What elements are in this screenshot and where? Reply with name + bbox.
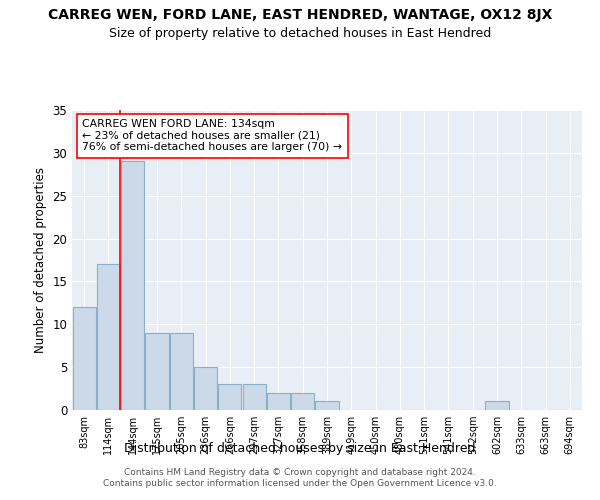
Y-axis label: Number of detached properties: Number of detached properties [34,167,47,353]
Bar [291,393,314,410]
Text: CARREG WEN, FORD LANE, EAST HENDRED, WANTAGE, OX12 8JX: CARREG WEN, FORD LANE, EAST HENDRED, WAN… [48,8,552,22]
Bar [218,384,241,410]
Bar [194,367,217,410]
Bar [242,384,266,410]
Bar [145,333,169,410]
Bar [485,402,509,410]
Text: CARREG WEN FORD LANE: 134sqm
← 23% of detached houses are smaller (21)
76% of se: CARREG WEN FORD LANE: 134sqm ← 23% of de… [82,119,342,152]
Text: Contains HM Land Registry data © Crown copyright and database right 2024.
Contai: Contains HM Land Registry data © Crown c… [103,468,497,487]
Text: Size of property relative to detached houses in East Hendred: Size of property relative to detached ho… [109,28,491,40]
Bar [316,402,338,410]
Bar [97,264,120,410]
Bar [121,162,144,410]
Bar [170,333,193,410]
Text: Distribution of detached houses by size in East Hendred: Distribution of detached houses by size … [124,442,476,455]
Bar [73,307,95,410]
Bar [267,393,290,410]
